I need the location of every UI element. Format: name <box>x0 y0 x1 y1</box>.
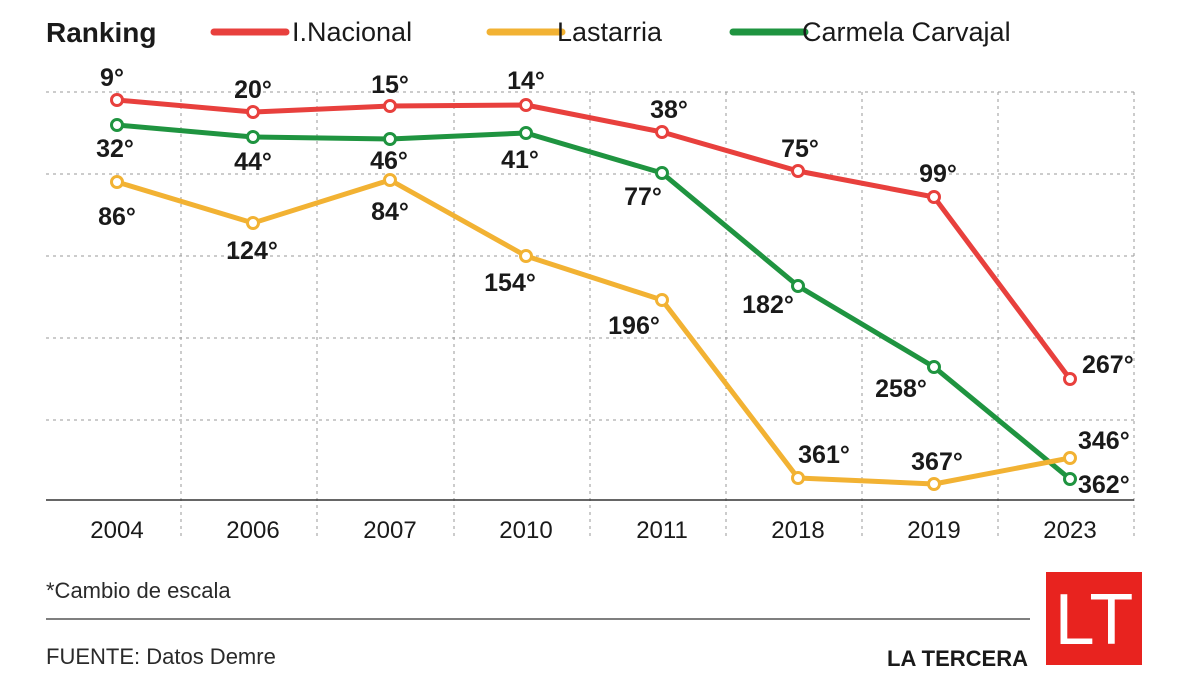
data-point <box>655 166 669 180</box>
data-label: 32° <box>96 135 134 163</box>
data-point <box>927 477 941 491</box>
data-label: 84° <box>371 198 409 226</box>
x-tick-label: 2023 <box>1043 517 1096 544</box>
x-tick-label: 2004 <box>90 517 143 544</box>
data-label: 38° <box>650 96 688 124</box>
data-label: 346° <box>1078 427 1130 455</box>
data-point <box>927 190 941 204</box>
data-label: 15° <box>371 71 409 99</box>
data-label: 258° <box>875 375 927 403</box>
data-label: 124° <box>226 237 278 265</box>
logo-background <box>1046 572 1142 665</box>
data-point <box>383 99 397 113</box>
series-line <box>114 97 1073 382</box>
data-label: 46° <box>370 147 408 175</box>
series-line <box>114 177 1073 487</box>
data-point <box>519 126 533 140</box>
data-label: 196° <box>608 312 660 340</box>
data-point <box>927 360 941 374</box>
data-label: 14° <box>507 67 545 95</box>
legend-label: I.Nacional <box>292 17 412 47</box>
data-point <box>791 164 805 178</box>
x-tick-label: 2010 <box>499 517 552 544</box>
scale-change-note: *Cambio de escala <box>46 578 231 603</box>
data-point <box>246 105 260 119</box>
data-point <box>110 175 124 189</box>
data-label: 154° <box>484 269 536 297</box>
data-label: 75° <box>781 135 819 163</box>
data-label: 44° <box>234 148 272 176</box>
data-label: 182° <box>742 291 794 319</box>
chart-title: Ranking <box>46 17 156 48</box>
legend: I.Nacional Lastarria Carmela Carvajal <box>210 17 1011 47</box>
x-tick-label: 2018 <box>771 517 824 544</box>
data-point <box>1063 472 1077 486</box>
brand-name: LA TERCERA <box>887 646 1028 671</box>
source-text: FUENTE: Datos Demre <box>46 644 276 669</box>
data-label: 41° <box>501 146 539 174</box>
series-group <box>110 93 1077 491</box>
data-label: 99° <box>919 160 957 188</box>
data-point <box>383 132 397 146</box>
data-point <box>791 279 805 293</box>
x-tick-label: 2019 <box>907 517 960 544</box>
legend-label: Carmela Carvajal <box>802 17 1011 47</box>
data-point <box>655 293 669 307</box>
x-axis-ticks: 2004 2006 2007 2010 2011 2018 2019 2023 <box>90 517 1096 544</box>
data-point <box>1063 451 1077 465</box>
data-point <box>110 93 124 107</box>
legend-label: Lastarria <box>557 17 663 47</box>
data-label: 9° <box>100 64 124 92</box>
data-point <box>519 98 533 112</box>
data-point <box>791 471 805 485</box>
data-point <box>383 173 397 187</box>
data-point <box>246 130 260 144</box>
data-label: 361° <box>798 441 850 469</box>
data-label: 20° <box>234 76 272 104</box>
series-line <box>114 122 1073 482</box>
data-labels: 9° 20° 15° 14° 38° 75° 99° 267° 86° 124° 84° 154° 19… <box>96 64 1134 499</box>
x-tick-label: 2007 <box>363 517 416 544</box>
data-point <box>655 125 669 139</box>
brand-logo: LT <box>1046 572 1142 665</box>
x-tick-label: 2006 <box>226 517 279 544</box>
data-label: 362° <box>1078 471 1130 499</box>
logo-text: LT <box>1055 580 1134 660</box>
data-label: 77° <box>624 183 662 211</box>
x-tick-label: 2011 <box>636 517 688 544</box>
data-point <box>1063 372 1077 386</box>
grid <box>46 91 1135 540</box>
data-label: 367° <box>911 448 963 476</box>
data-point <box>110 118 124 132</box>
data-point <box>246 216 260 230</box>
data-point <box>519 249 533 263</box>
data-label: 86° <box>98 203 136 231</box>
data-label: 267° <box>1082 351 1134 379</box>
